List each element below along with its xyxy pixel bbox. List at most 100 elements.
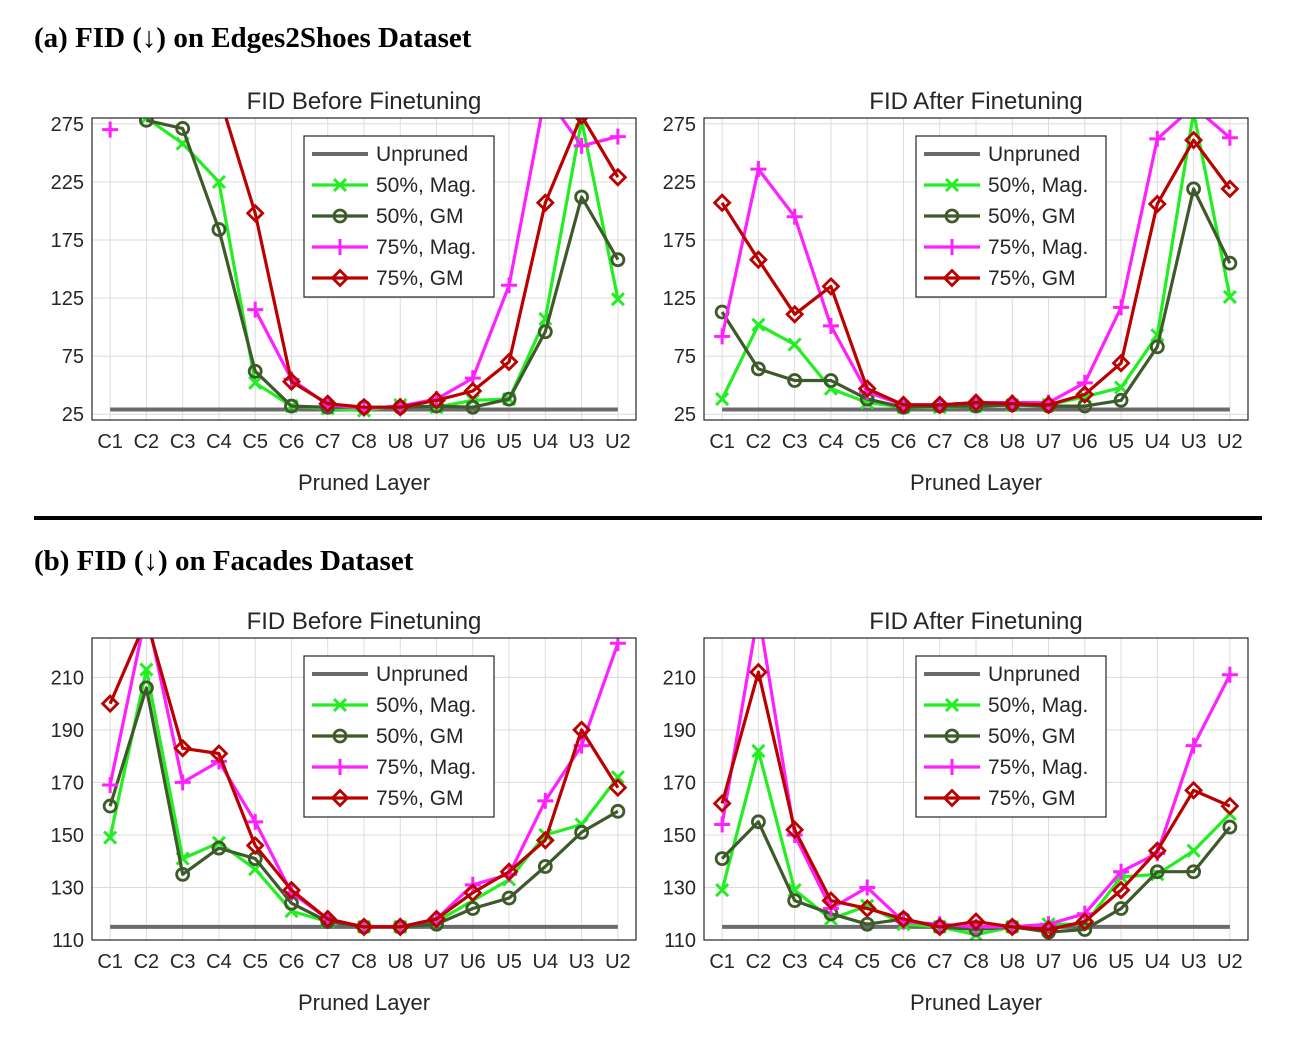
y-tick-label-25: 25 [674,404,696,426]
y-tick-label-170: 170 [663,772,696,794]
point-u2 [1221,129,1238,146]
y-tick-label-130: 130 [663,877,696,899]
point-c5 [857,899,877,918]
series-75-gm [712,130,1240,415]
point-c4 [822,317,839,334]
x-tick-label-u2: U2 [605,951,631,973]
legend-entry-unpruned: Unpruned [312,143,468,166]
point-c1 [102,798,118,814]
x-tick-label-u2: U2 [1217,951,1243,973]
y-tick-label-190: 190 [51,720,84,742]
x-tick-label-u3: U3 [569,431,595,453]
point-c4 [823,373,839,388]
point-u3 [574,189,589,205]
point-u5 [1111,880,1131,900]
point-u7 [1039,395,1059,415]
legend-label: 50%, GM [988,725,1076,748]
point-c6 [893,909,913,929]
point-u5 [1113,901,1129,916]
point-c3 [787,893,803,909]
point-c3 [173,738,193,758]
point-u3 [572,720,592,740]
point-c1 [715,883,730,898]
legend-entry-75-mag: 75%, Mag. [312,236,476,259]
point-u3 [1186,181,1201,197]
legend-entry-50-gm: 50%, GM [924,725,1076,748]
x-tick-label-c5: C5 [242,431,268,453]
x-tick-label-c8: C8 [963,431,989,453]
legend: Unpruned 50%, Mag. 50%, GM 75%, Mag. 75%, GM [915,655,1107,818]
point-u5 [1113,392,1129,408]
point-u5 [1113,863,1130,880]
point-c1 [102,777,119,794]
x-tick-label-c3: C3 [170,431,196,453]
point-c3 [175,866,191,882]
legend: Unpruned 50%, Mag. 50%, GM 75%, Mag. 75%, GM [303,655,495,818]
point-c8 [966,393,986,413]
y-tick-label-150: 150 [663,825,696,847]
x-axis-label: Pruned Layer [910,470,1042,495]
point-u6 [465,901,481,916]
legend-entry-75-mag: 75%, Mag. [924,756,1088,779]
legend-label: 75%, Mag. [988,756,1088,779]
x-tick-label-c6: C6 [891,951,917,973]
point-u4 [1149,130,1166,147]
point-u2 [610,252,626,268]
legend: Unpruned 50%, Mag. 50%, GM 75%, Mag. 75%, GM [303,135,495,298]
x-tick-label-c8: C8 [963,951,989,973]
series-line [720,138,1232,407]
x-tick-label-c4: C4 [818,951,844,973]
chart-edges2shoes-after: FID After Finetuning C1 C2 C3 C4 C5 C6 C7 C8 U8 U7… [663,88,1249,495]
x-tick-label-u6: U6 [1072,951,1098,973]
legend-marker [942,788,962,808]
point-c5 [245,203,265,223]
x-tick-label-u6: U6 [460,431,486,453]
point-c5 [857,379,877,399]
point-u3 [1184,130,1204,150]
legend-entry-50-mag: 50%, Mag. [312,694,476,717]
point-c2 [748,662,768,682]
plot-area [100,638,628,937]
point-u2 [1220,796,1240,816]
point-c5 [248,375,263,390]
legend-entry-unpruned: Unpruned [924,663,1080,686]
chart-edges2shoes-before: FID Before Finetuning C1 C2 C3 C4 C5 C6 C7 C8 U8 U… [51,88,637,495]
point-u4 [535,830,555,850]
legend-entry-50-mag: 50%, Mag. [924,174,1088,197]
point-u4 [1149,864,1165,880]
point-u4 [1147,194,1167,214]
point-u6 [1077,922,1093,937]
section-a-title: (a) FID (↓) on Edges2Shoes Dataset [34,22,472,54]
legend-label: 50%, Mag. [376,174,476,197]
legend-marker [944,697,960,713]
legend-label: 75%, GM [988,267,1076,290]
point-c6 [284,398,299,414]
point-c4 [211,222,227,237]
point-c5 [859,916,875,932]
legend-entry-75-gm: 75%, GM [312,267,464,290]
point-u7 [427,909,447,929]
y-tick-label-275: 275 [51,114,84,136]
legend-marker [332,177,348,193]
chart-facades-before: FID Before Finetuning C1 C2 C3 C4 C5 C6 C7 C8 U8 U… [51,608,637,1015]
point-c4 [821,276,841,296]
x-tick-label-u5: U5 [1108,951,1134,973]
point-u3 [1186,864,1201,880]
x-tick-label-c7: C7 [315,951,341,973]
series-line [224,118,620,409]
axes-box [703,117,1249,421]
point-u4 [535,193,555,213]
point-u5 [499,352,519,372]
point-c7 [930,917,950,937]
legend-label: 75%, GM [376,787,464,810]
point-c3 [785,304,805,324]
legend-label: 50%, Mag. [988,174,1088,197]
legend-label: 75%, Mag. [376,756,476,779]
y-tick-label-25: 25 [62,404,84,426]
point-u3 [574,118,589,126]
x-tick-label-c6: C6 [891,431,917,453]
y-tick-label-125: 125 [51,288,84,310]
point-c2 [138,680,154,696]
point-c5 [247,363,263,379]
point-u4 [537,859,553,874]
